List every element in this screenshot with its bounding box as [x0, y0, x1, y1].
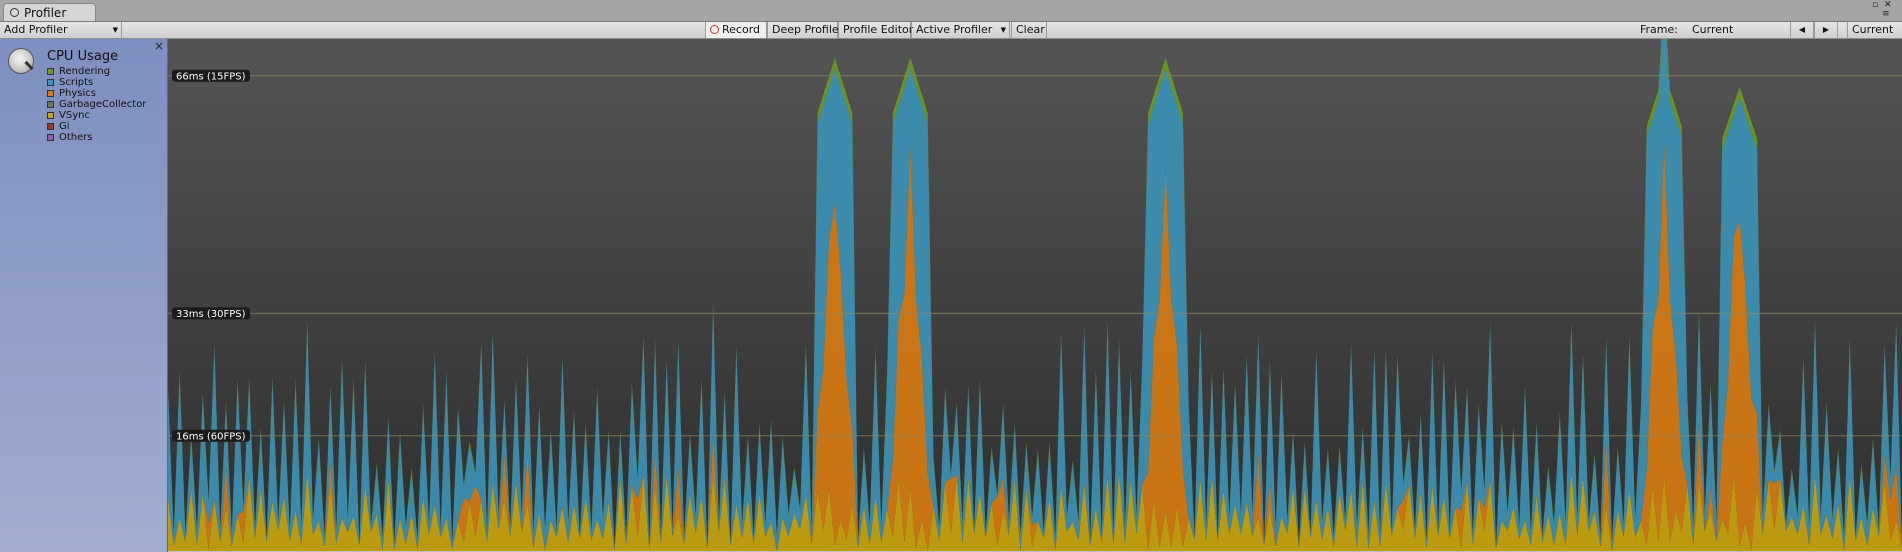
- current-frame-label: Current: [1852, 23, 1894, 36]
- reference-label-background: [172, 307, 250, 320]
- record-icon: [710, 25, 719, 34]
- legend-item-vsync[interactable]: VSync: [47, 110, 146, 121]
- reference-label: 33ms (30FPS): [176, 309, 246, 320]
- legend-swatch: [47, 123, 54, 130]
- legend-label: Gi: [59, 121, 70, 132]
- legend-swatch: [47, 101, 54, 108]
- profiler-tab[interactable]: Profiler: [3, 3, 96, 21]
- record-label: Record: [722, 23, 761, 36]
- next-frame-button[interactable]: ▶: [1814, 22, 1838, 38]
- cpu-usage-icon: [8, 48, 34, 74]
- tab-label: Profiler: [24, 6, 67, 20]
- profile-editor-label: Profile Editor: [843, 23, 914, 36]
- legend-label: Rendering: [59, 66, 111, 77]
- legend-swatch: [47, 134, 54, 141]
- profiler-icon: [10, 8, 19, 17]
- legend-label: GarbageCollector: [59, 99, 147, 110]
- cpu-usage-module[interactable]: CPU Usage × Rendering Scripts Physics Garba…: [0, 39, 168, 552]
- legend-item-others[interactable]: Others: [47, 132, 146, 143]
- dropdown-arrow-icon: ▼: [112, 26, 118, 34]
- area-scripts: [168, 39, 1902, 551]
- cpu-graph-svg: 66ms (15FPS) 33ms (30FPS) 16ms (60FPS): [168, 39, 1902, 551]
- legend-item-gi[interactable]: Gi: [47, 121, 146, 132]
- area-vsync: [168, 472, 1902, 551]
- close-icon[interactable]: ✕: [1884, 0, 1892, 10]
- prev-frame-icon: ◀: [1798, 25, 1806, 34]
- legend-swatch: [47, 68, 54, 75]
- maximize-icon[interactable]: ▫: [1872, 0, 1879, 10]
- frame-value: Current: [1692, 23, 1734, 36]
- legend-item-garbagecollector[interactable]: GarbageCollector: [47, 99, 146, 110]
- legend-item-physics[interactable]: Physics: [47, 88, 146, 99]
- menu-icon[interactable]: ≡: [1882, 9, 1890, 19]
- legend-label: Physics: [59, 88, 96, 99]
- legend-list: Rendering Scripts Physics GarbageCollector V…: [47, 66, 146, 143]
- legend-label: Others: [59, 132, 93, 143]
- legend-swatch: [47, 90, 54, 97]
- legend-swatch: [47, 112, 54, 119]
- legend-label: Scripts: [59, 77, 94, 88]
- frame-label: Frame:: [1640, 23, 1678, 36]
- active-profiler-dropdown[interactable]: Active Profiler ▼: [911, 22, 1010, 38]
- record-button[interactable]: Record: [705, 22, 767, 38]
- close-module-icon[interactable]: ×: [154, 39, 165, 53]
- clear-button[interactable]: Clear: [1011, 22, 1047, 38]
- legend-item-scripts[interactable]: Scripts: [47, 77, 146, 88]
- reference-label-background: [172, 429, 250, 442]
- clear-label: Clear: [1016, 23, 1045, 36]
- deep-profile-label: Deep Profile: [772, 23, 839, 36]
- module-title: CPU Usage: [47, 49, 119, 64]
- cpu-usage-graph[interactable]: 66ms (15FPS) 33ms (30FPS) 16ms (60FPS): [168, 39, 1902, 551]
- legend-label: VSync: [59, 110, 90, 121]
- deep-profile-button[interactable]: Deep Profile: [767, 22, 839, 38]
- active-profiler-label: Active Profiler: [916, 23, 993, 36]
- graph-areas: [168, 39, 1902, 551]
- add-profiler-label: Add Profiler: [4, 23, 68, 36]
- reference-label-background: [172, 69, 250, 82]
- add-profiler-dropdown[interactable]: Add Profiler ▼: [0, 22, 122, 38]
- area-physics: [168, 142, 1902, 551]
- profile-editor-button[interactable]: Profile Editor: [838, 22, 914, 38]
- reference-label: 66ms (15FPS): [176, 71, 246, 82]
- reference-label: 16ms (60FPS): [176, 431, 246, 442]
- legend-swatch: [47, 79, 54, 86]
- tab-bar: Profiler ▫ ✕ ≡: [0, 0, 1902, 22]
- window-controls: ▫ ✕ ≡: [1872, 0, 1896, 20]
- legend-item-rendering[interactable]: Rendering: [47, 66, 146, 77]
- next-frame-icon: ▶: [1822, 25, 1830, 34]
- toolbar: Add Profiler ▼ Record Deep Profile Profi…: [0, 22, 1902, 39]
- reference-lines: 66ms (15FPS) 33ms (30FPS) 16ms (60FPS): [168, 69, 1902, 442]
- prev-frame-button[interactable]: ◀: [1790, 22, 1814, 38]
- dropdown-arrow-icon: ▼: [1000, 26, 1006, 34]
- current-frame-button[interactable]: Current: [1847, 22, 1902, 38]
